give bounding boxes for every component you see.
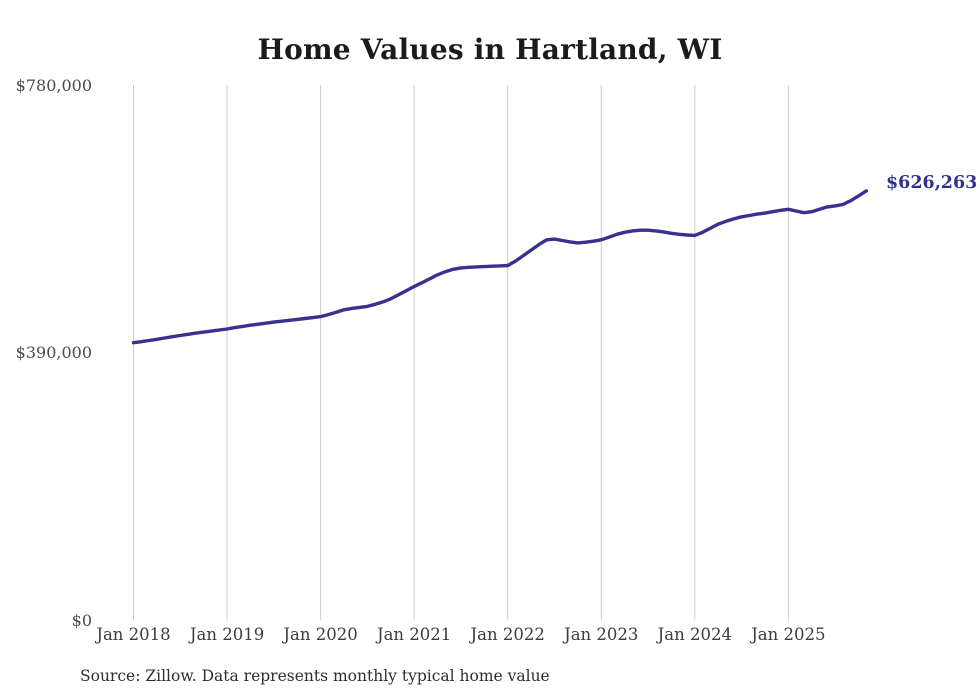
latest-value-label: $626,263: [886, 173, 978, 193]
y-tick-label: $0: [71, 610, 92, 630]
x-tick-label: Jan 2022: [470, 625, 545, 644]
home-value-line: [131, 189, 868, 345]
y-tick-label: $780,000: [15, 75, 92, 95]
source-note: Source: Zillow. Data represents monthly …: [80, 667, 550, 685]
y-tick-label: $390,000: [15, 343, 92, 362]
x-tick-label: Jan 2025: [751, 625, 826, 644]
x-tick-label: Jan 2024: [657, 625, 732, 644]
x-tick-label: Jan 2023: [564, 625, 639, 644]
x-tick-label: Jan 2019: [189, 625, 265, 644]
chart-title: Home Values in Hartland, WI: [257, 33, 723, 66]
x-tick-label: Jan 2020: [283, 625, 358, 644]
x-tick-label: Jan 2018: [96, 625, 171, 644]
x-tick-label: Jan 2021: [376, 625, 452, 644]
